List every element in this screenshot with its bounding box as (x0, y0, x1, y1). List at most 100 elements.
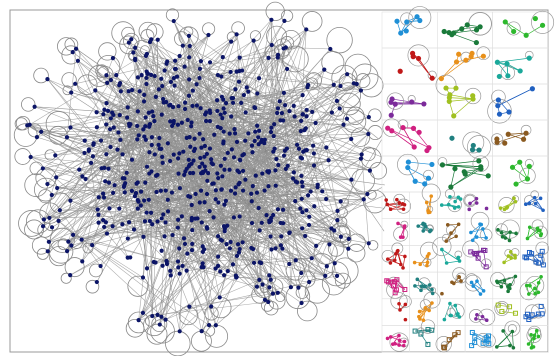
edge (496, 345, 510, 348)
node (513, 274, 518, 279)
node (159, 146, 164, 151)
edge (57, 187, 301, 209)
node (182, 106, 188, 112)
node (538, 303, 544, 309)
node (532, 195, 537, 200)
node (201, 137, 206, 142)
node (170, 104, 176, 110)
edge (402, 127, 415, 148)
node (397, 68, 403, 74)
node (320, 189, 325, 194)
node (199, 145, 204, 150)
node (278, 118, 283, 123)
node (183, 169, 188, 174)
node (417, 17, 423, 24)
node (268, 218, 273, 224)
node (440, 291, 444, 296)
node (49, 225, 55, 230)
edge (196, 83, 371, 171)
node (230, 100, 236, 105)
node (469, 280, 474, 285)
edge (309, 187, 383, 227)
node (448, 301, 452, 306)
edge (91, 122, 245, 246)
node (403, 254, 407, 259)
node (366, 115, 371, 120)
node (508, 343, 512, 348)
node (526, 342, 531, 346)
node (73, 81, 78, 86)
node (164, 259, 169, 264)
node (415, 277, 420, 282)
edge (103, 124, 344, 198)
edge (249, 205, 290, 265)
edge (461, 26, 481, 30)
self-loop (306, 72, 322, 89)
node (308, 189, 313, 194)
node (126, 89, 131, 94)
node (126, 220, 132, 225)
self-loop (331, 103, 344, 117)
node (128, 122, 133, 127)
self-loop (464, 274, 482, 292)
node (189, 248, 195, 253)
node (526, 317, 532, 323)
edge (446, 260, 460, 264)
node (221, 273, 227, 278)
node (179, 120, 184, 125)
node (234, 139, 240, 144)
node (110, 190, 116, 195)
node (229, 114, 234, 119)
node (172, 83, 177, 88)
edge (319, 199, 385, 209)
node (202, 154, 207, 159)
node (525, 311, 531, 317)
node (195, 216, 200, 221)
node (239, 68, 245, 73)
node (502, 278, 507, 283)
node (477, 24, 483, 30)
node (281, 90, 286, 95)
node (332, 228, 337, 233)
node (171, 152, 176, 157)
node (140, 275, 146, 280)
node (423, 305, 428, 310)
node (494, 139, 500, 145)
node (125, 105, 130, 110)
node (425, 341, 431, 347)
node (117, 112, 122, 118)
node (136, 317, 141, 323)
node (228, 239, 233, 245)
node (448, 184, 454, 190)
node (473, 39, 479, 46)
node (221, 139, 226, 144)
node (125, 236, 130, 241)
edge (203, 83, 354, 176)
self-loop (332, 225, 351, 244)
node (187, 55, 192, 60)
node (429, 228, 433, 232)
node (315, 185, 320, 190)
node (275, 290, 280, 295)
node (496, 73, 502, 80)
edge (496, 331, 513, 348)
node (539, 311, 545, 317)
node (349, 136, 354, 142)
edge (58, 127, 213, 222)
node (502, 207, 507, 212)
node (310, 109, 315, 114)
edge (106, 82, 219, 224)
node (205, 178, 210, 183)
node (70, 232, 76, 237)
edge (504, 280, 509, 292)
node (104, 152, 109, 157)
edge (146, 71, 269, 303)
edge (207, 228, 335, 231)
node (140, 310, 146, 315)
edge (84, 108, 224, 141)
node (94, 125, 99, 130)
node (225, 223, 230, 228)
edge (256, 207, 261, 287)
self-loop (31, 236, 51, 255)
node (495, 302, 501, 308)
